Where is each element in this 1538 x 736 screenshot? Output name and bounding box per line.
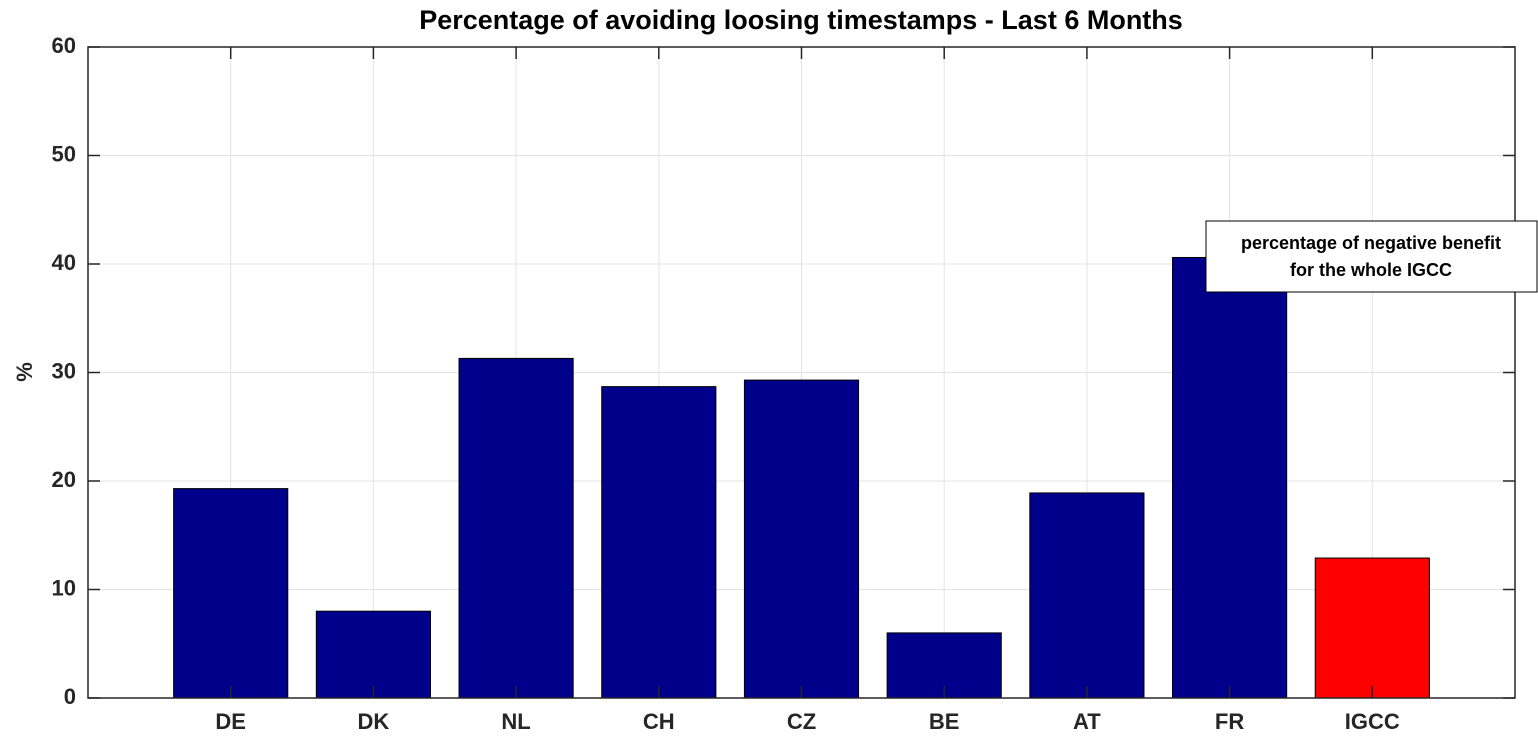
bar <box>315 610 431 699</box>
y-tick-label: 0 <box>64 684 76 709</box>
bar <box>173 488 289 699</box>
x-tick-label: CZ <box>787 709 816 734</box>
bar <box>601 386 717 699</box>
bar <box>1029 492 1145 699</box>
y-tick-label: 10 <box>52 575 76 600</box>
annotation-text: for the whole IGCC <box>1290 260 1452 280</box>
x-tick-label: BE <box>929 709 960 734</box>
y-tick-label: 20 <box>52 467 76 492</box>
bar <box>1172 256 1288 699</box>
x-tick-label: AT <box>1073 709 1101 734</box>
y-tick-label: 50 <box>52 141 76 166</box>
y-tick-label: 60 <box>52 33 76 58</box>
bar <box>1314 557 1430 699</box>
axes-box <box>87 46 1516 699</box>
x-tick-label: DK <box>358 709 390 734</box>
bar <box>743 379 860 699</box>
bar <box>458 357 574 699</box>
x-tick-label: CH <box>643 709 675 734</box>
y-axis-label: % <box>12 362 37 382</box>
annotation-box <box>1205 220 1538 293</box>
x-tick-label: NL <box>501 709 530 734</box>
annotation-text: percentage of negative benefit <box>1241 233 1501 253</box>
x-tick-label: DE <box>215 709 246 734</box>
y-tick-label: 30 <box>52 358 76 383</box>
x-tick-label: FR <box>1215 709 1244 734</box>
chart-title: Percentage of avoiding loosing timestamp… <box>419 5 1183 35</box>
bars <box>173 256 1430 699</box>
axes: 0 10 20 30 40 50 60 DE DK NL CH CZ BE AT FR IGCC <box>52 33 1516 734</box>
x-tick-label: IGCC <box>1345 709 1400 734</box>
y-tick-label: 40 <box>52 250 76 275</box>
